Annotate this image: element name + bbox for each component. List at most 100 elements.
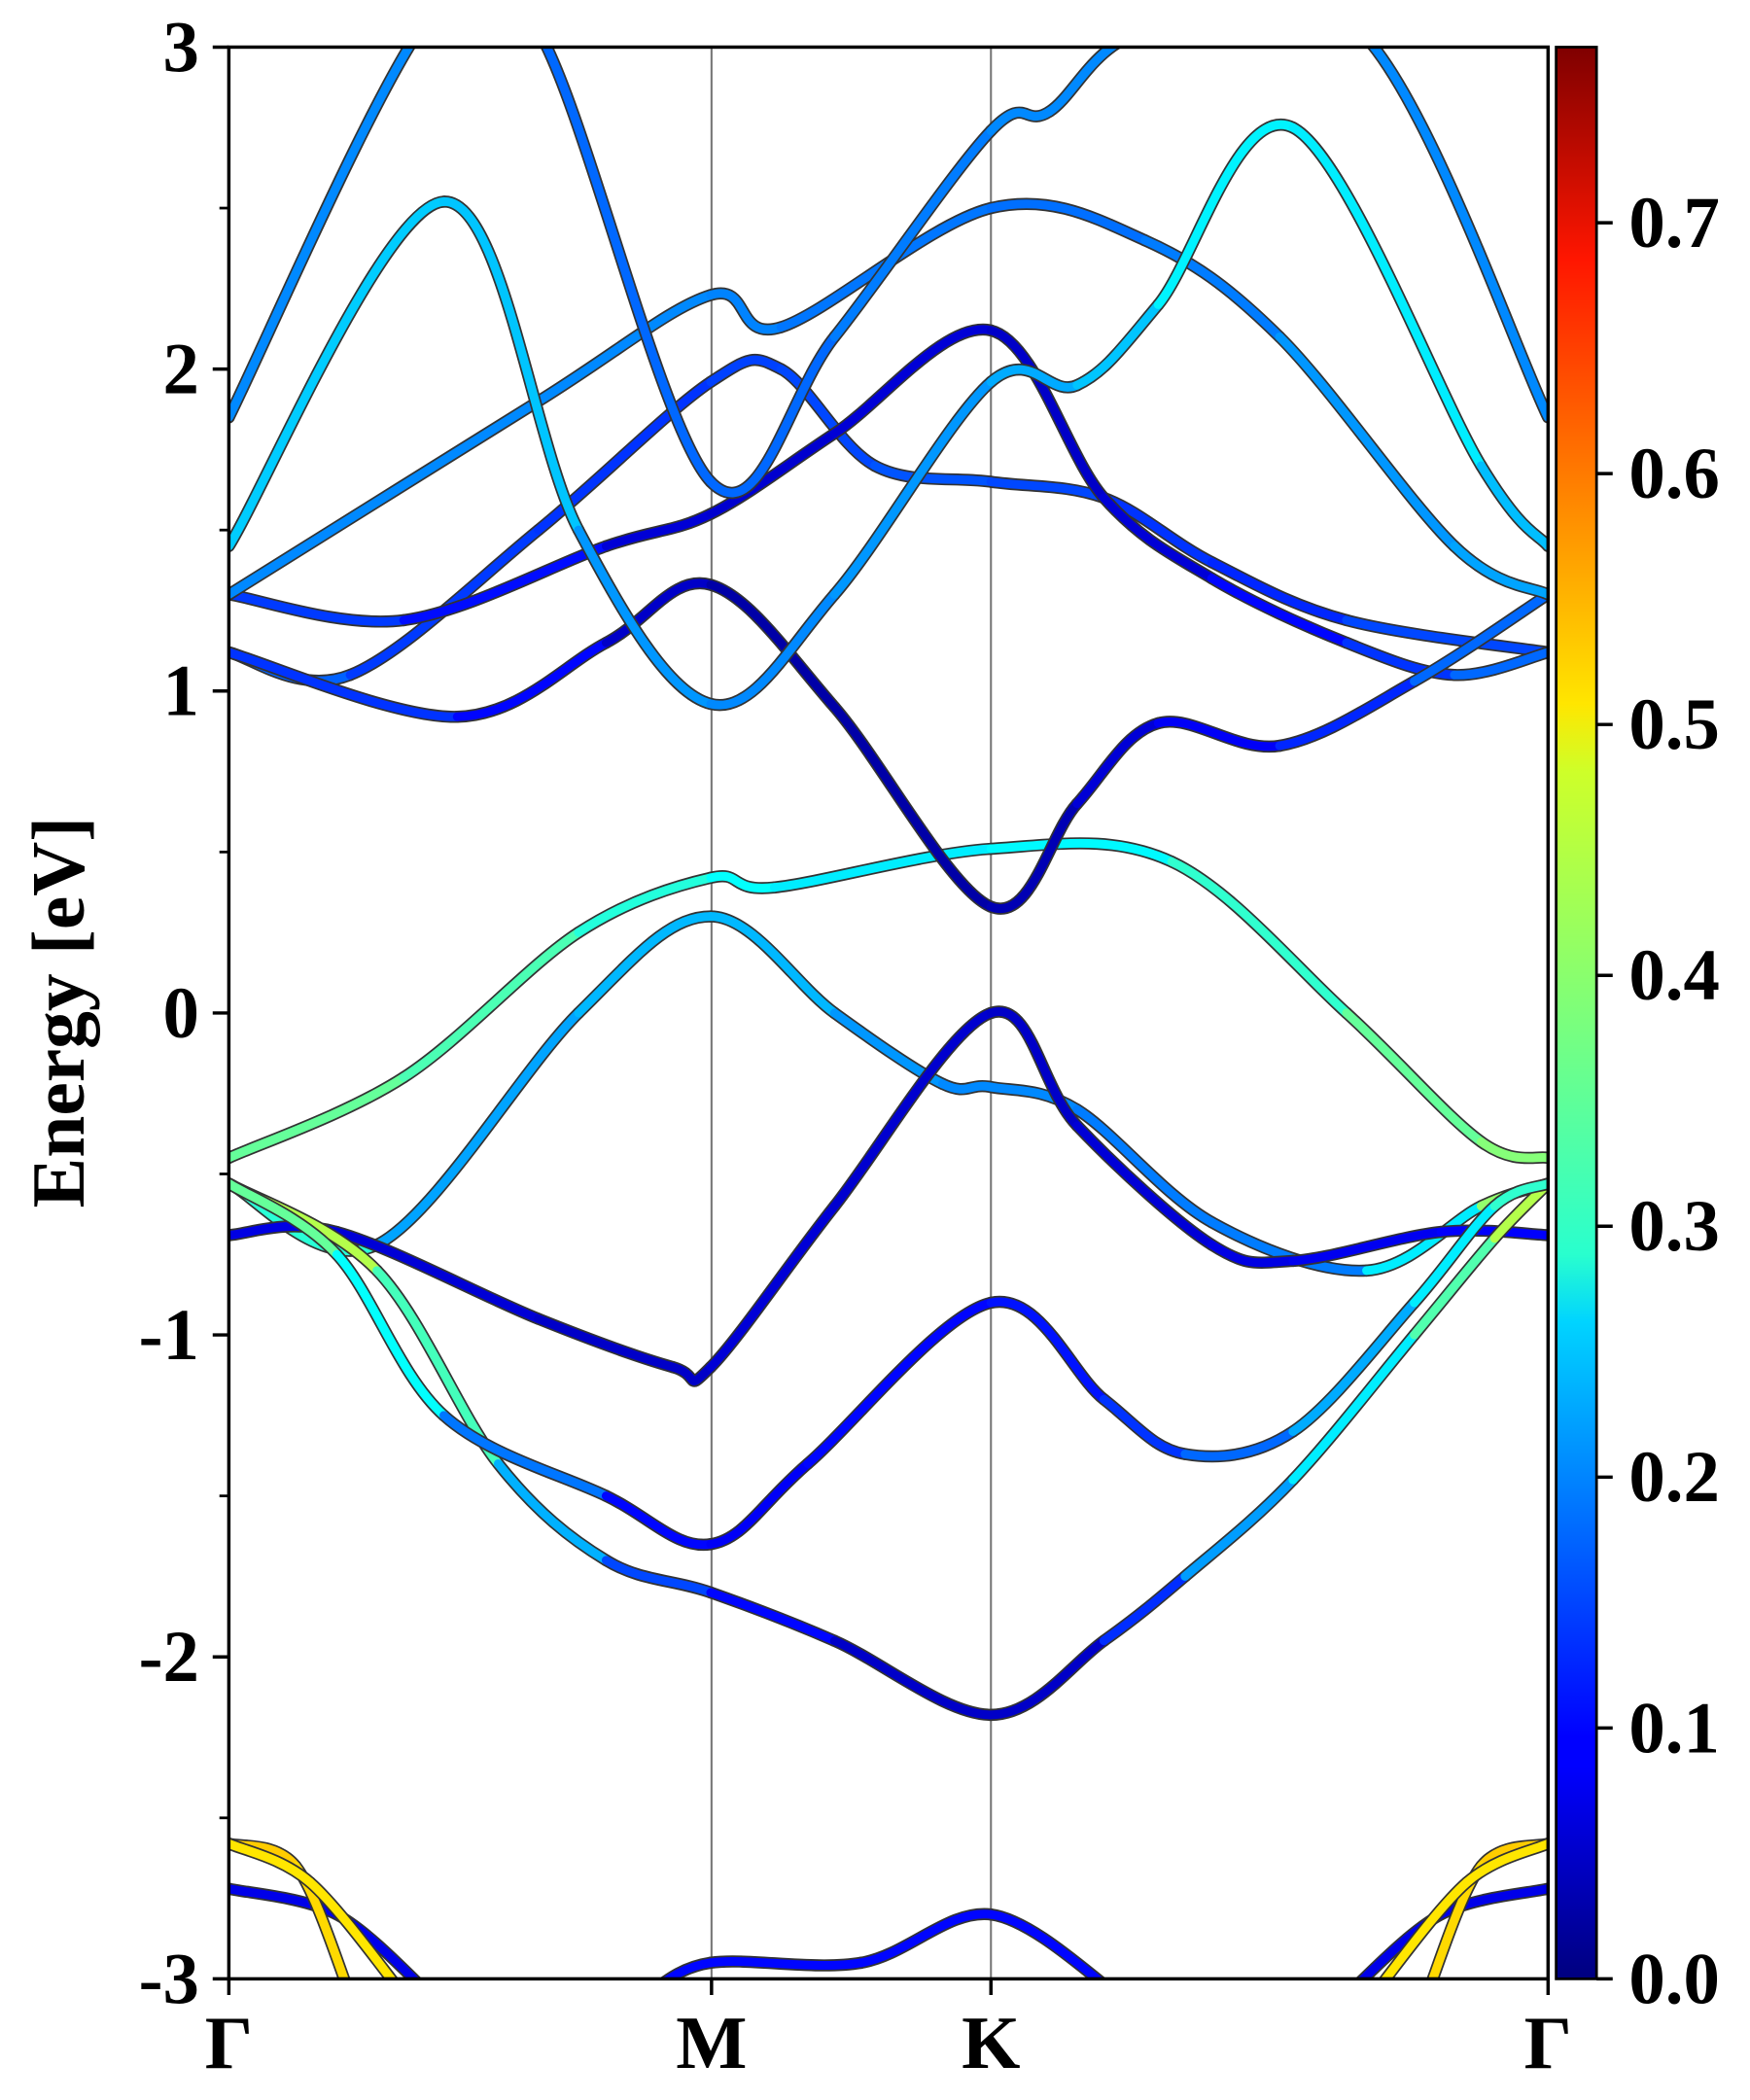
band-segment <box>601 509 716 551</box>
band-segment <box>574 873 716 937</box>
band-segment <box>1207 574 1351 648</box>
band-segment <box>986 1297 1108 1404</box>
band-outline <box>985 1908 1107 1979</box>
band-segment <box>1342 615 1549 657</box>
band-segment <box>452 638 611 721</box>
band-segment <box>228 196 449 551</box>
band-segment <box>829 126 996 341</box>
band-segment <box>431 0 539 31</box>
y-tick-label: -2 <box>139 1617 199 1698</box>
band-segment <box>228 1072 408 1163</box>
band-segment <box>706 912 839 1018</box>
band-segment <box>1167 857 1351 1018</box>
band-segment <box>1275 332 1459 551</box>
band-segment <box>228 397 543 599</box>
band-segment <box>870 461 996 487</box>
band-segment <box>1072 299 1163 390</box>
band-segment <box>986 1636 1108 1720</box>
band-17 <box>1378 1838 1549 1979</box>
band-segment <box>706 355 786 387</box>
band-segment <box>829 1636 996 1720</box>
y-tick-label: -1 <box>139 1295 199 1376</box>
colorbar-ticks: 0.0 0.1 0.2 0.3 0.4 0.5 0.6 0.7 <box>1596 183 1720 2019</box>
band-segment <box>986 326 1108 503</box>
band-segment <box>1072 718 1163 809</box>
band-segment <box>1462 1838 1549 1887</box>
band-segment <box>1044 47 1120 117</box>
band-segment <box>706 1957 866 1971</box>
x-tick-label-1: M <box>676 2001 747 2084</box>
x-tick-label-0: Γ <box>205 2001 253 2084</box>
colorbar-tick-label: 0.0 <box>1628 1939 1719 2019</box>
band-9 <box>228 119 1549 712</box>
band-segment <box>1072 1121 1216 1249</box>
band-segment <box>706 1459 813 1549</box>
band-segment <box>1207 557 1351 625</box>
band-segment <box>1342 638 1459 680</box>
band-segment <box>986 1007 1082 1131</box>
band-segment <box>601 1556 716 1597</box>
band-segment <box>534 377 716 535</box>
band-segment <box>706 429 839 519</box>
band-segment <box>1288 1330 1419 1485</box>
band-segment <box>769 844 996 892</box>
band-segment <box>493 1459 611 1565</box>
band-segment <box>439 196 583 535</box>
band-segment <box>986 838 1176 866</box>
band-1 <box>228 910 1549 1278</box>
band-segment <box>1099 1394 1190 1459</box>
band-segment <box>1145 0 1360 31</box>
x-tick-label-2: K <box>962 2001 1020 2084</box>
band-segment <box>542 47 716 487</box>
band-segment <box>1410 589 1549 686</box>
colorbar <box>1555 46 1598 1980</box>
band-segment <box>1180 1475 1298 1581</box>
band-segment <box>706 332 839 498</box>
band-segment <box>706 579 839 712</box>
band-outline <box>431 0 539 31</box>
band-segment <box>399 928 583 1082</box>
x-tick-label-3: Γ <box>1524 2001 1572 2084</box>
band-segment <box>1450 542 1549 599</box>
band-segment <box>1368 47 1549 422</box>
colorbar-tick-label: 0.4 <box>1628 935 1719 1016</box>
band-segment <box>986 107 1054 136</box>
band-segment <box>706 289 786 334</box>
band-segment <box>228 1838 315 1887</box>
band-2 <box>228 1005 1549 1387</box>
band-segment <box>1288 122 1486 471</box>
band-segment <box>857 1909 996 1968</box>
band-segment <box>706 589 839 710</box>
band-segment <box>1099 493 1216 583</box>
band-3 <box>228 1177 1549 1722</box>
band-segment <box>332 1249 449 1420</box>
band-segment <box>1153 717 1284 752</box>
band-segment <box>706 1202 839 1372</box>
band-segment <box>1450 648 1549 680</box>
band-segment <box>829 325 996 438</box>
band-segment <box>228 1178 341 1259</box>
band-segment <box>706 871 779 892</box>
band-segment <box>228 47 414 422</box>
band-segment <box>986 365 1082 392</box>
colorbar-tick-label: 0.7 <box>1628 183 1719 263</box>
band-segment <box>829 1008 996 1211</box>
band-segment <box>1476 461 1549 551</box>
band-segment <box>1140 235 1284 341</box>
band-segment <box>661 1958 716 1979</box>
band-segment <box>1410 1202 1499 1308</box>
band-segment <box>668 1362 716 1385</box>
colorbar-tick-label: 0.3 <box>1628 1186 1719 1267</box>
band-segment <box>1428 1861 1486 1979</box>
band-segment <box>1072 1104 1216 1227</box>
colorbar-tick-label: 0.1 <box>1628 1688 1719 1768</box>
band-10 <box>228 0 1549 500</box>
band-segment <box>439 1411 611 1501</box>
band-segment <box>1180 1426 1298 1461</box>
band-7 <box>228 577 1549 915</box>
band-segment <box>986 799 1082 914</box>
band-outline <box>1145 0 1360 31</box>
band-segment <box>803 1298 996 1469</box>
